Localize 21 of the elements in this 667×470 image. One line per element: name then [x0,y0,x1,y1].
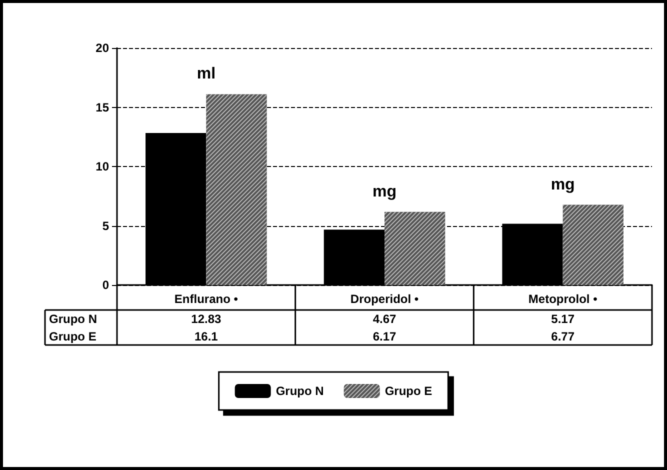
x-tick-label: Enflurano • [174,292,238,306]
text: Grupo E [49,329,96,344]
annotation: mg [550,176,575,194]
y-tick-label: 0 [102,278,110,292]
annotation: ml [196,66,216,83]
data-label: 4.67 [372,312,396,326]
annotation: mg [372,183,396,200]
text: Grupo N [49,312,97,326]
y-tick-label: 15 [96,100,110,114]
x-tick-label: Droperidol • [350,292,419,306]
y-tick-label: 5 [102,218,110,233]
y-tick-label: 20 [96,41,110,55]
data-label: 5.17 [551,312,575,326]
data-label: 16.1 [194,329,218,344]
x-tick-label: Metoprolol • [528,292,598,306]
data-label: 6.77 [551,329,575,344]
y-tick-label: 10 [96,160,110,174]
data-label: 6.17 [372,329,396,344]
legend-label: Grupo E [384,384,432,398]
data-label: 12.83 [191,312,222,326]
legend-label: Grupo N [276,384,324,398]
